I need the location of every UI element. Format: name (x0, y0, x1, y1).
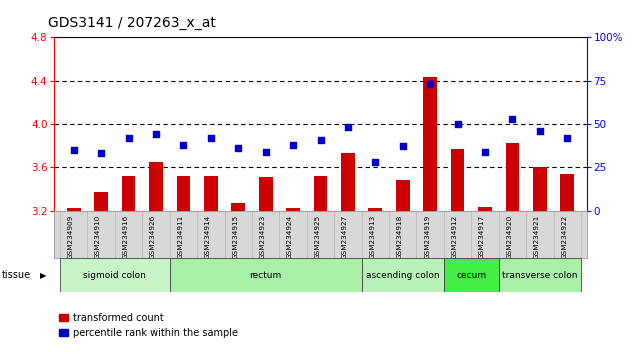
Point (535, 128, 545, 134)
Point (315, 137, 326, 142)
Text: GSM234918: GSM234918 (397, 215, 403, 259)
Bar (176, 176, 190, 211)
Text: tissue: tissue (2, 270, 31, 280)
Point (453, 121, 463, 127)
Bar (287, 209, 300, 211)
Point (397, 144, 408, 149)
Point (562, 135, 572, 141)
Point (124, 135, 134, 141)
Bar (396, 180, 410, 211)
Bar (204, 176, 218, 211)
Bar (451, 149, 465, 211)
Bar (170, 258, 362, 292)
Text: GSM234916: GSM234916 (122, 215, 129, 259)
Text: GSM234926: GSM234926 (150, 215, 156, 259)
Text: GSM234913: GSM234913 (369, 215, 376, 259)
Text: ascending colon: ascending colon (366, 271, 440, 280)
Bar (499, 258, 581, 292)
Text: ▶: ▶ (40, 271, 47, 280)
Bar (369, 209, 382, 211)
Bar (533, 167, 547, 211)
Text: GSM234924: GSM234924 (287, 215, 293, 259)
Text: GSM234920: GSM234920 (506, 215, 512, 259)
Bar (478, 207, 492, 211)
Point (288, 142, 298, 148)
Text: GSM234923: GSM234923 (260, 215, 265, 259)
Bar (94, 192, 108, 211)
Bar (149, 162, 163, 211)
Text: rectum: rectum (249, 271, 282, 280)
Point (343, 125, 353, 130)
Point (69, 147, 79, 153)
Bar (341, 153, 354, 211)
Point (425, 81, 435, 87)
Bar (122, 176, 135, 211)
Bar (231, 203, 245, 211)
Bar (313, 176, 328, 211)
Text: GSM234915: GSM234915 (232, 215, 238, 259)
Text: sigmoid colon: sigmoid colon (83, 271, 146, 280)
Bar (362, 258, 444, 292)
Text: GSM234927: GSM234927 (342, 215, 348, 259)
Point (233, 145, 244, 151)
Bar (259, 177, 272, 211)
Text: GSM234912: GSM234912 (452, 215, 458, 259)
Bar (506, 143, 519, 211)
Point (178, 142, 188, 148)
Bar (423, 77, 437, 211)
Text: GSM234914: GSM234914 (205, 215, 211, 259)
Text: GSM234925: GSM234925 (315, 215, 320, 259)
Text: GSM234909: GSM234909 (68, 215, 74, 259)
Point (507, 116, 517, 121)
Point (96, 150, 106, 156)
Text: transverse colon: transverse colon (502, 271, 578, 280)
Bar (67, 209, 81, 211)
Legend: transformed count, percentile rank within the sample: transformed count, percentile rank withi… (60, 313, 238, 338)
Point (370, 159, 381, 165)
Point (480, 149, 490, 154)
Text: GSM234919: GSM234919 (424, 215, 430, 259)
Point (260, 149, 271, 154)
Text: GSM234911: GSM234911 (178, 215, 183, 259)
Point (206, 135, 216, 141)
Text: GSM234921: GSM234921 (534, 215, 540, 259)
Text: GDS3141 / 207263_x_at: GDS3141 / 207263_x_at (48, 16, 216, 30)
Bar (560, 174, 574, 211)
Bar (444, 258, 499, 292)
Point (151, 131, 161, 137)
Text: GSM234910: GSM234910 (95, 215, 101, 259)
Text: GSM234917: GSM234917 (479, 215, 485, 259)
Text: cecum: cecum (456, 271, 487, 280)
Text: GSM234922: GSM234922 (562, 215, 567, 259)
Bar (60, 258, 170, 292)
